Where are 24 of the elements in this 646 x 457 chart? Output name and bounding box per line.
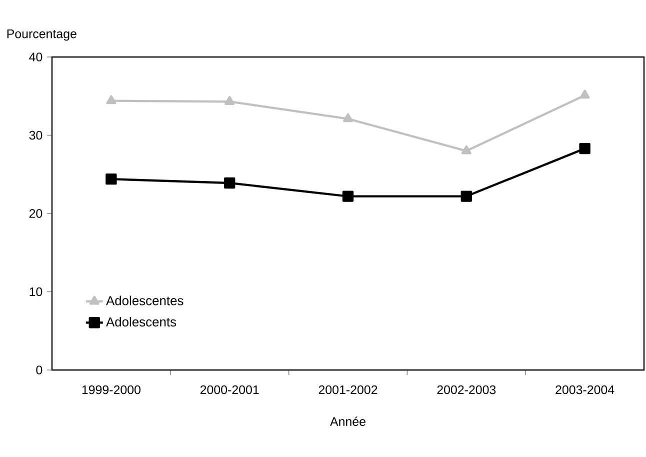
x-tick-label: 1999-2000 bbox=[82, 385, 140, 394]
y-tick-label: 40 bbox=[29, 52, 42, 62]
y-axis-title: Pourcentage bbox=[7, 30, 76, 41]
point bbox=[461, 145, 472, 154]
point bbox=[106, 95, 116, 104]
point bbox=[460, 190, 472, 202]
legend-label: Adolescentes bbox=[106, 296, 184, 306]
x-tick-label: 2000-2001 bbox=[200, 385, 259, 394]
x-tick-label: 2002-2003 bbox=[437, 385, 496, 394]
y-tick-label: 30 bbox=[29, 130, 42, 140]
x-tick-label: 2001-2002 bbox=[318, 385, 378, 394]
point bbox=[580, 90, 590, 99]
point bbox=[343, 113, 353, 122]
point bbox=[224, 177, 236, 189]
point bbox=[224, 96, 235, 105]
legend-label: Adolescents bbox=[106, 316, 176, 327]
x-tick-label: 2003-2004 bbox=[556, 385, 614, 394]
y-tick-label: 0 bbox=[36, 366, 42, 374]
y-tick-label: 20 bbox=[29, 209, 42, 218]
point bbox=[579, 142, 590, 154]
x-axis-title: Année bbox=[330, 416, 366, 426]
point bbox=[342, 190, 354, 202]
point bbox=[106, 173, 117, 185]
y-tick-label: 10 bbox=[30, 287, 42, 296]
